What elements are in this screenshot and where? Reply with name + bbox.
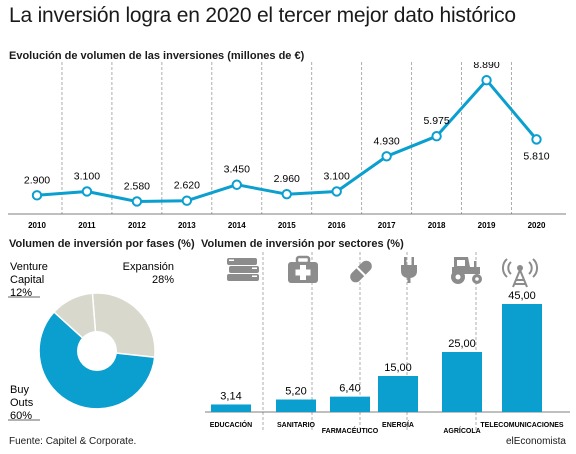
plug-icon: [401, 257, 417, 283]
data-label: 3.450: [224, 164, 250, 176]
data-label: 3.100: [324, 170, 350, 182]
pie-chart-title: Volumen de inversión por fases (%): [9, 238, 195, 250]
bar-value-label: 3,14: [220, 390, 241, 402]
bar-category-label: SANITARIO: [277, 422, 316, 429]
x-tick-label: 2011: [78, 221, 96, 230]
first-aid-kit-icon: [288, 255, 318, 283]
data-point: [331, 186, 342, 197]
pie-label-expansion-value: 28%: [152, 274, 174, 286]
line-chart: 2010 2011 2012 2013 2014 2015 2016 2017 2018 2019…: [8, 62, 566, 230]
x-tick-label: 2018: [428, 221, 446, 230]
data-label: 2.620: [174, 180, 200, 192]
data-point: [381, 151, 392, 162]
x-tick-label: 2019: [478, 221, 496, 230]
data-point: [181, 195, 193, 206]
bar-value-label: 45,00: [508, 290, 536, 302]
tractor-icon: [451, 257, 482, 284]
data-point: [531, 134, 542, 145]
data-label: 5.810: [523, 150, 549, 162]
x-tick-label: 2010: [28, 221, 46, 230]
bar-chart-title: Volumen de inversión por sectores (%): [201, 238, 404, 250]
data-label: 2.580: [124, 180, 150, 192]
x-tick-label: 2013: [178, 221, 196, 230]
data-point: [231, 179, 243, 190]
bar: [330, 396, 370, 412]
x-tick-label: 2014: [228, 221, 246, 230]
data-label: 4.930: [374, 135, 400, 147]
data-point: [131, 196, 143, 207]
pie-label-buyouts-line1: Buy: [10, 384, 29, 396]
bar-category-label: EDUCACIÓN: [210, 420, 252, 429]
x-tick-label: 2012: [128, 221, 146, 230]
bar: [378, 376, 418, 412]
x-tick-label: 2016: [328, 221, 346, 230]
x-tick-label: 2015: [278, 221, 296, 230]
line-chart-title: Evolución de volumen de las inversiones …: [9, 50, 305, 62]
data-label: 3.100: [74, 170, 100, 182]
pie-chart: Venture Capital 12% Expansión 28% Buy Ou…: [8, 261, 174, 422]
data-label: 2.900: [24, 174, 50, 186]
pie-label-expansion: Expansión: [123, 261, 174, 273]
bar-category-label: AGRÍCOLA: [443, 426, 480, 434]
bar-value-label: 5,20: [285, 386, 306, 398]
data-label: 8.890: [473, 62, 499, 71]
bar-value-label: 25,00: [448, 338, 476, 350]
data-point: [431, 131, 442, 142]
page-title: La inversión logra en 2020 el tercer mej…: [9, 4, 516, 27]
bar: [442, 352, 482, 412]
data-point: [31, 190, 43, 201]
bar-category-label: TELECOMUNICACIONES: [480, 422, 564, 429]
pill-icon: [350, 260, 372, 283]
pie-label-venture-line1: Venture: [10, 261, 48, 273]
brand-logo-text: elEconomista: [505, 436, 566, 447]
x-tick-label: 2017: [378, 221, 396, 230]
bar: [502, 304, 542, 412]
x-tick-label: 2020: [528, 221, 546, 230]
pie-label-venture-line2: Capital: [10, 274, 44, 286]
bar: [276, 399, 316, 412]
data-label: 2.960: [274, 173, 300, 185]
data-label: 5.975: [423, 115, 449, 127]
bar: [211, 404, 251, 412]
bar-category-label: FARMACÉUTICO: [322, 426, 379, 434]
bar-chart: 3,14 5,20 6,40 15,00 25,00 45,00 EDUCACIÓN SAN…: [205, 252, 570, 434]
bar-category-label: ENERGÍA: [382, 420, 414, 429]
bar-value-label: 6,40: [339, 383, 360, 395]
data-point: [281, 188, 292, 200]
bar-value-label: 15,00: [384, 362, 412, 374]
pie-label-buyouts-value: 60%: [10, 410, 32, 422]
pie-hole: [77, 331, 117, 371]
data-point: [481, 74, 492, 86]
pie-label-buyouts-line2: Outs: [10, 397, 34, 409]
source-note: Fuente: Capitel & Corporate.: [9, 436, 137, 447]
data-point: [81, 186, 93, 197]
pie-label-venture-value: 12%: [10, 287, 32, 299]
books-icon: [227, 258, 259, 281]
antenna-icon: [501, 258, 539, 288]
